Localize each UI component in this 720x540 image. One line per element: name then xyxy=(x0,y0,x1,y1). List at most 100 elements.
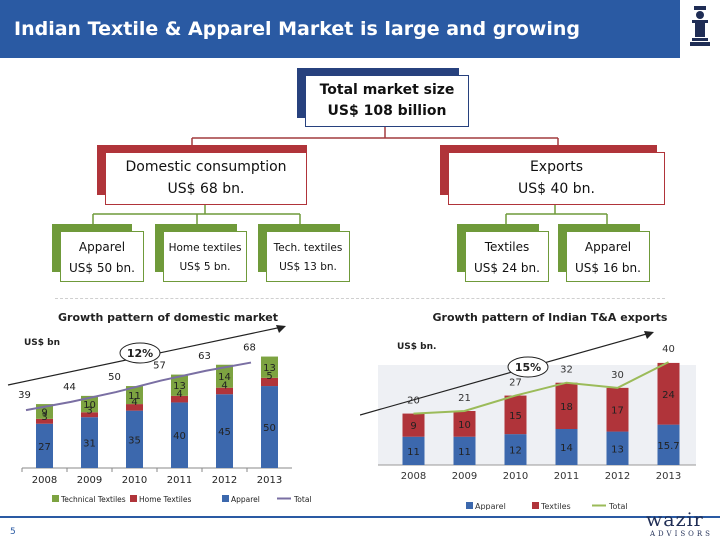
y-axis-label: US$ bn xyxy=(24,338,60,348)
bar-apparel xyxy=(504,434,527,465)
x-tick-label: 2009 xyxy=(452,471,477,482)
label-total: 20 xyxy=(407,396,420,407)
bar-home-textiles xyxy=(36,418,53,424)
bar-textiles xyxy=(453,411,476,437)
apparel-domestic-box: Apparel US$ 50 bn. xyxy=(60,231,144,282)
cagr-badge xyxy=(119,342,161,364)
bar-apparel xyxy=(402,436,425,465)
label-apparel: 11 xyxy=(407,447,420,458)
legend-swatch xyxy=(52,495,59,502)
home-textiles-value: US$ 5 bn. xyxy=(179,261,231,273)
label-total: 50 xyxy=(108,372,121,383)
apparel-export-label: Apparel xyxy=(584,240,632,254)
label-textiles: 17 xyxy=(611,406,624,417)
label-home-textiles: 4 xyxy=(176,389,182,400)
label-total: 32 xyxy=(560,365,573,376)
bar-apparel xyxy=(657,424,680,465)
label-textiles: 24 xyxy=(662,390,675,401)
plot-background xyxy=(378,365,696,465)
label-total: 30 xyxy=(611,370,624,381)
label-apparel: 31 xyxy=(83,439,96,450)
bar-technical-textiles xyxy=(171,374,188,396)
label-textiles: 18 xyxy=(560,402,573,413)
x-tick-label: 2010 xyxy=(503,471,528,482)
bar-technical-textiles xyxy=(126,386,143,405)
apparel-domestic-label: Apparel xyxy=(78,240,126,254)
apparel-export-box: Apparel US$ 16 bn. xyxy=(566,231,650,282)
label-apparel: 40 xyxy=(173,431,186,442)
bar-textiles xyxy=(504,395,527,435)
legend-swatch xyxy=(130,495,137,502)
total-market-label: Total market size xyxy=(319,82,455,98)
line-total xyxy=(25,361,252,412)
legend-swatch xyxy=(532,502,539,509)
bar-technical-textiles xyxy=(81,395,98,413)
brand-subtitle: ADVISORS xyxy=(650,530,713,538)
label-apparel: 35 xyxy=(128,435,141,446)
label-technical-textiles: 10 xyxy=(83,400,96,411)
label-home-textiles: 5 xyxy=(266,371,272,382)
legend-label: Home Textiles xyxy=(139,495,191,504)
page-number: 5 xyxy=(10,527,16,537)
home-textiles-label: Home textiles xyxy=(168,242,242,254)
bar-technical-textiles xyxy=(261,356,278,378)
x-tick-label: 2011 xyxy=(554,471,579,482)
label-technical-textiles: 14 xyxy=(218,372,231,383)
total-market-value: US$ 108 billion xyxy=(327,103,447,119)
y-axis-label: US$ bn. xyxy=(397,342,436,352)
exports-chart: Growth pattern of Indian T&A exports US$ … xyxy=(360,311,696,510)
bar-apparel xyxy=(261,386,278,468)
footer-rule xyxy=(0,516,720,518)
page-title: Indian Textile & Apparel Market is large… xyxy=(14,18,580,40)
x-tick-label: 2013 xyxy=(656,471,681,482)
bar-technical-textiles xyxy=(216,364,233,388)
x-tick-label: 2008 xyxy=(401,471,426,482)
label-home-textiles: 3 xyxy=(86,405,92,416)
legend-swatch xyxy=(466,502,473,509)
bar-apparel xyxy=(555,429,578,465)
trend-arrowhead xyxy=(276,325,286,333)
label-total: 21 xyxy=(458,393,471,404)
bar-textiles xyxy=(555,382,578,429)
label-technical-textiles: 13 xyxy=(173,381,186,392)
label-total: 40 xyxy=(662,344,675,355)
domestic-label: Domestic consumption xyxy=(125,159,287,175)
x-tick-label: 2010 xyxy=(122,475,147,486)
label-technical-textiles: 11 xyxy=(128,391,141,402)
cagr-badge xyxy=(507,356,549,378)
bar-apparel xyxy=(126,410,143,468)
exports-label: Exports xyxy=(529,159,584,175)
label-home-textiles: 4 xyxy=(131,397,137,408)
bar-textiles xyxy=(606,387,629,432)
cagr-label: 15% xyxy=(515,361,541,374)
bar-home-textiles xyxy=(126,404,143,411)
chart-title: Growth pattern of domestic market xyxy=(58,311,278,324)
label-textiles: 15 xyxy=(509,411,522,422)
tech-textiles-value: US$ 13 bn. xyxy=(279,261,337,273)
x-tick-label: 2008 xyxy=(32,475,57,486)
bar-textiles xyxy=(402,413,425,437)
bar-apparel xyxy=(606,431,629,465)
apparel-export-value: US$ 16 bn. xyxy=(575,261,641,275)
tech-textiles-box: Tech. textiles US$ 13 bn. xyxy=(266,231,350,282)
textiles-export-box: Textiles US$ 24 bn. xyxy=(465,231,549,282)
label-total: 27 xyxy=(509,378,522,389)
total-market-box: Total market size US$ 108 billion xyxy=(305,75,469,127)
textiles-export-label: Textiles xyxy=(484,240,530,254)
label-total: 68 xyxy=(243,343,256,354)
legend-label: Textiles xyxy=(540,502,571,510)
label-home-textiles: 4 xyxy=(221,381,227,392)
label-total: 44 xyxy=(63,382,76,393)
domestic-market-chart: Growth pattern of domestic market US$ bn 2… xyxy=(7,311,312,504)
label-textiles: 10 xyxy=(458,420,471,431)
label-total: 57 xyxy=(153,361,166,372)
line-total xyxy=(413,361,669,415)
trend-arrow xyxy=(360,332,651,416)
label-textiles: 9 xyxy=(410,421,416,432)
label-apparel: 15.7 xyxy=(657,441,679,452)
legend-swatch xyxy=(222,495,229,502)
label-technical-textiles: 13 xyxy=(263,363,276,374)
textiles-export-value: US$ 24 bn. xyxy=(474,261,540,275)
x-tick-label: 2012 xyxy=(212,475,237,486)
label-home-textiles: 3 xyxy=(41,412,47,423)
